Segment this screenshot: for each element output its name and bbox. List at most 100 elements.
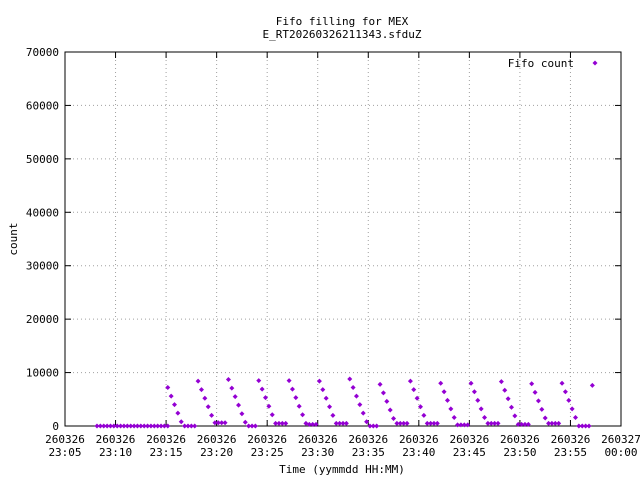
data-point — [360, 410, 366, 416]
data-point — [347, 376, 353, 382]
data-point — [151, 423, 157, 429]
data-point — [141, 423, 147, 429]
data-point — [293, 395, 299, 401]
data-point — [165, 423, 171, 429]
data-point — [576, 423, 582, 429]
data-point — [185, 423, 191, 429]
data-point — [583, 423, 589, 429]
x-tick-label: 23:50 — [503, 446, 536, 459]
x-tick-label: 260326 — [45, 433, 85, 446]
x-tick-label: 260326 — [298, 433, 338, 446]
data-point — [269, 412, 275, 418]
y-tick-label: 0 — [52, 420, 59, 433]
x-tick-label: 23:25 — [251, 446, 284, 459]
data-point — [411, 387, 417, 393]
data-point — [172, 402, 178, 408]
data-point — [246, 423, 252, 429]
x-tick-label: 23:20 — [200, 446, 233, 459]
data-point — [394, 420, 400, 426]
ticks-layer: 0 10000 20000 30000 40000 50000 60000 70000 2603… — [26, 46, 640, 459]
data-point — [343, 420, 349, 426]
data-point — [522, 421, 528, 427]
data-point — [124, 423, 130, 429]
data-point — [310, 421, 316, 427]
data-point — [519, 421, 525, 427]
grid-layer — [65, 52, 621, 426]
x-tick-label: 23:30 — [301, 446, 334, 459]
data-point — [138, 423, 144, 429]
data-point — [428, 420, 434, 426]
y-tick-label: 50000 — [26, 153, 59, 166]
data-point — [118, 423, 124, 429]
data-point — [465, 422, 471, 428]
data-point — [266, 403, 272, 409]
data-point — [327, 404, 333, 410]
x-tick-label: 23:05 — [48, 446, 81, 459]
chart-subtitle: E_RT20260326211343.sfduZ — [263, 28, 422, 41]
data-point — [525, 421, 531, 427]
data-point — [370, 423, 376, 429]
y-tick-label: 20000 — [26, 313, 59, 326]
data-point — [397, 420, 403, 426]
data-point — [229, 385, 235, 391]
data-point — [495, 420, 501, 426]
data-point — [340, 420, 346, 426]
data-point — [121, 423, 127, 429]
legend-label: Fifo count — [508, 57, 574, 70]
data-point — [107, 423, 113, 429]
data-point — [488, 420, 494, 426]
x-tick-label: 260326 — [146, 433, 186, 446]
legend-marker-icon — [592, 60, 598, 66]
data-point — [374, 423, 380, 429]
data-point — [468, 380, 474, 386]
data-point — [165, 385, 171, 391]
data-point — [175, 410, 181, 416]
data-point — [478, 406, 484, 412]
y-tick-label: 40000 — [26, 206, 59, 219]
data-point — [205, 404, 211, 410]
x-tick-label: 23:35 — [352, 446, 385, 459]
data-point — [262, 395, 268, 401]
data-point — [101, 423, 107, 429]
data-point — [330, 412, 336, 418]
x-tick-label: 260326 — [247, 433, 287, 446]
data-point — [219, 420, 225, 426]
data-point — [236, 402, 242, 408]
data-point — [377, 381, 383, 387]
data-point — [441, 389, 447, 395]
data-point — [559, 380, 565, 386]
data-point — [222, 420, 228, 426]
chart-title: Fifo filling for MEX — [276, 15, 409, 28]
data-point — [404, 420, 410, 426]
data-point — [424, 420, 430, 426]
data-point — [482, 414, 488, 420]
data-point — [178, 419, 184, 425]
data-point — [202, 395, 208, 401]
legend: Fifo count — [508, 57, 598, 70]
data-point — [384, 398, 390, 404]
data-point — [316, 378, 322, 384]
x-tick-label: 23:15 — [150, 446, 183, 459]
data-point — [401, 420, 407, 426]
data-point — [313, 421, 319, 427]
data-point — [444, 397, 450, 403]
data-point — [256, 378, 262, 384]
x-tick-label: 23:40 — [402, 446, 435, 459]
data-point — [502, 387, 508, 393]
y-tick-label: 60000 — [26, 99, 59, 112]
data-point — [367, 423, 373, 429]
data-point — [455, 422, 461, 428]
data-point — [562, 389, 568, 395]
data-point — [131, 423, 137, 429]
data-point — [225, 377, 231, 383]
x-tick-label: 00:00 — [604, 446, 637, 459]
data-point — [97, 423, 103, 429]
data-point — [337, 420, 343, 426]
data-point — [209, 412, 215, 418]
data-point — [158, 423, 164, 429]
data-point — [232, 394, 238, 400]
data-point — [529, 381, 535, 387]
data-point — [161, 423, 167, 429]
data-point — [111, 423, 117, 429]
